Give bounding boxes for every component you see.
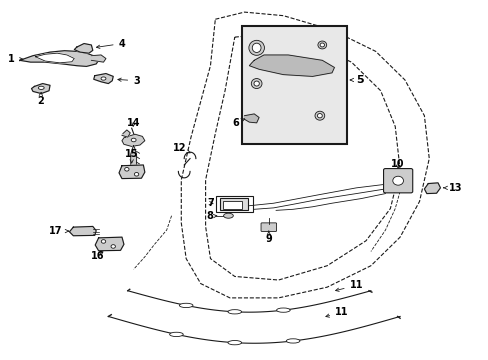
Ellipse shape — [111, 245, 115, 248]
Ellipse shape — [286, 339, 299, 343]
Text: 11: 11 — [335, 280, 362, 291]
FancyBboxPatch shape — [383, 168, 412, 193]
Polygon shape — [35, 53, 74, 63]
Polygon shape — [122, 134, 144, 147]
Bar — [216, 196, 252, 212]
Text: 13: 13 — [443, 183, 462, 193]
Ellipse shape — [252, 43, 261, 53]
Polygon shape — [94, 73, 113, 84]
Polygon shape — [244, 114, 259, 123]
Ellipse shape — [179, 303, 193, 307]
Polygon shape — [20, 51, 99, 66]
Ellipse shape — [227, 310, 241, 314]
Text: 6: 6 — [231, 118, 244, 128]
Ellipse shape — [227, 341, 241, 345]
Ellipse shape — [131, 138, 136, 142]
Ellipse shape — [223, 213, 233, 218]
Bar — [242, 26, 346, 144]
Polygon shape — [95, 237, 123, 251]
Ellipse shape — [134, 172, 139, 176]
Polygon shape — [31, 84, 50, 94]
Ellipse shape — [248, 40, 264, 55]
FancyBboxPatch shape — [261, 223, 276, 231]
Ellipse shape — [169, 332, 183, 337]
Polygon shape — [74, 44, 93, 53]
Ellipse shape — [101, 77, 106, 80]
Bar — [222, 201, 242, 208]
Bar — [220, 198, 248, 210]
Text: 1: 1 — [8, 54, 23, 64]
Ellipse shape — [320, 43, 324, 47]
Ellipse shape — [392, 176, 403, 185]
Text: 14: 14 — [126, 118, 140, 128]
Text: 17: 17 — [49, 226, 68, 236]
Ellipse shape — [314, 111, 324, 120]
Text: 16: 16 — [91, 251, 104, 261]
Ellipse shape — [317, 41, 326, 49]
Polygon shape — [249, 55, 334, 76]
Polygon shape — [130, 146, 136, 171]
Ellipse shape — [317, 113, 322, 118]
Text: 7: 7 — [206, 198, 213, 208]
Text: 12: 12 — [173, 143, 190, 153]
Text: 8: 8 — [205, 211, 216, 221]
Text: 15: 15 — [125, 149, 138, 163]
Text: 5: 5 — [349, 75, 363, 85]
Ellipse shape — [101, 240, 105, 243]
Polygon shape — [119, 165, 144, 179]
Text: 2: 2 — [37, 92, 43, 107]
Text: 10: 10 — [390, 159, 404, 169]
Text: 11: 11 — [325, 307, 348, 317]
Polygon shape — [69, 226, 96, 236]
Ellipse shape — [253, 81, 259, 86]
Polygon shape — [424, 183, 440, 194]
Polygon shape — [91, 55, 106, 62]
Text: 9: 9 — [265, 231, 272, 244]
Text: 3: 3 — [118, 76, 140, 86]
Polygon shape — [122, 130, 130, 137]
Ellipse shape — [251, 78, 262, 89]
Ellipse shape — [38, 86, 44, 89]
Ellipse shape — [276, 308, 289, 312]
Ellipse shape — [124, 167, 129, 171]
Text: 4: 4 — [96, 39, 125, 49]
